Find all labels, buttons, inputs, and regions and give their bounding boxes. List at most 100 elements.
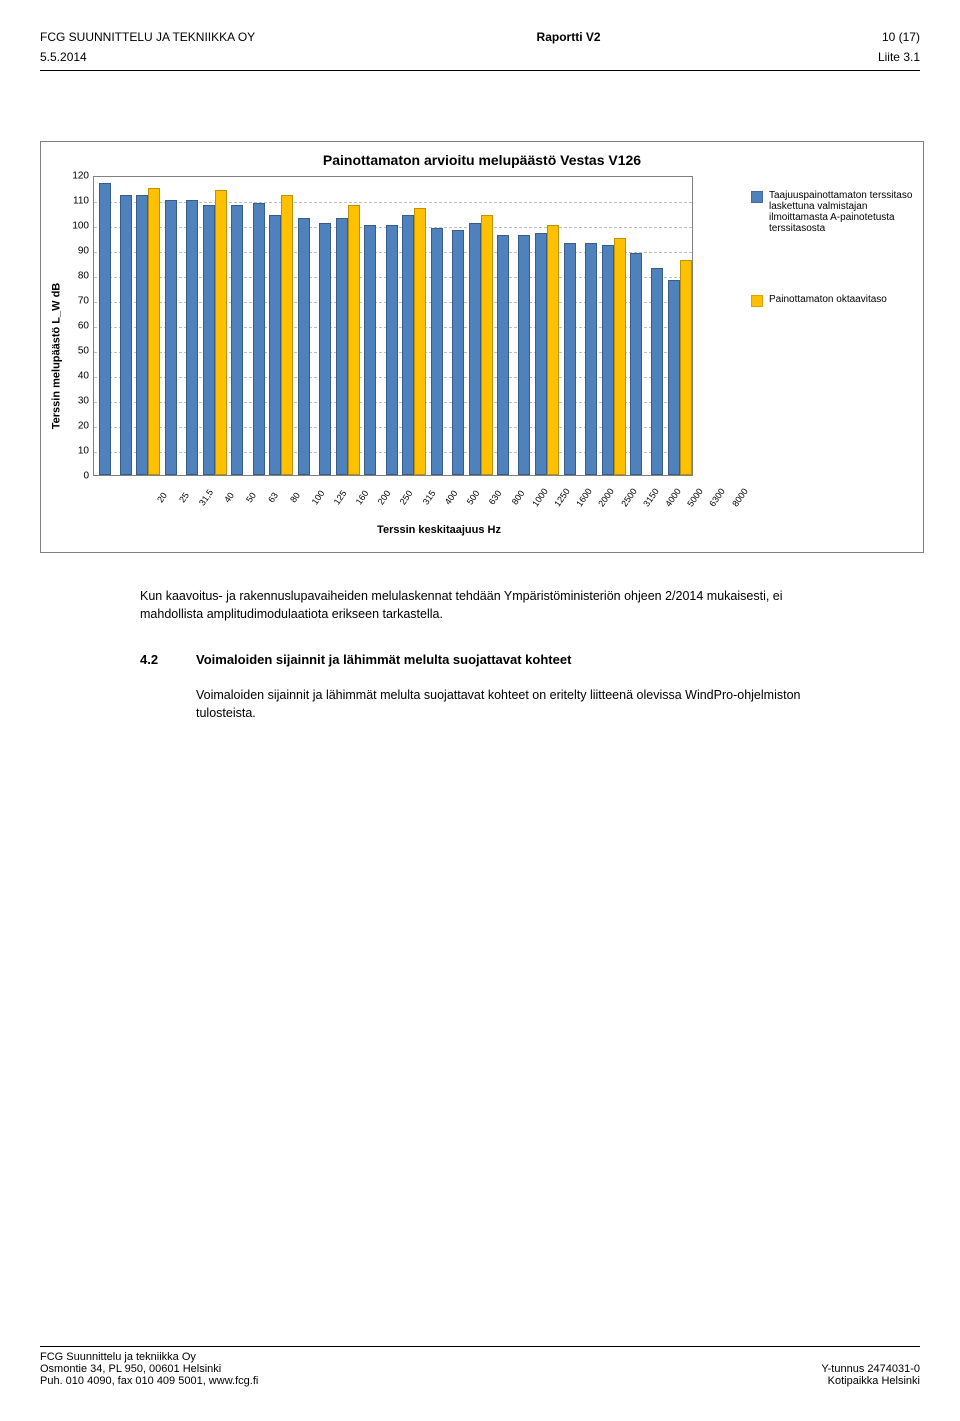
bar-blue	[651, 268, 663, 476]
bar-blue	[136, 195, 148, 475]
y-axis-label: Terssin melupäästö L_W dB	[50, 283, 62, 430]
bar-group	[668, 260, 692, 475]
y-tick: 10	[78, 446, 89, 457]
bar-group	[227, 205, 248, 475]
bar-group	[293, 218, 314, 476]
bar-group	[182, 200, 203, 475]
footer-r2: Kotipaikka Helsinki	[821, 1375, 920, 1387]
bar-group	[136, 188, 160, 476]
section-heading: 4.2 Voimaloiden sijainnit ja lähimmät me…	[140, 651, 840, 670]
y-tick: 80	[78, 271, 89, 282]
bar-group	[469, 215, 493, 475]
bar-blue	[386, 225, 398, 475]
bar-blue	[535, 233, 547, 476]
bar-blue	[231, 205, 243, 475]
bar-yellow	[148, 188, 160, 476]
bar-yellow	[680, 260, 692, 475]
bar-blue	[364, 225, 376, 475]
y-axis-ticks: 0102030405060708090100110120	[65, 176, 93, 476]
bar-blue	[431, 228, 443, 476]
bar-group	[381, 225, 402, 475]
bar-blue	[518, 235, 530, 475]
page-subheader: 5.5.2014 Liite 3.1	[40, 50, 920, 64]
header-date: 5.5.2014	[40, 50, 87, 64]
x-axis-ticks: 202531,540506380100125160200250315400500…	[139, 476, 739, 496]
y-tick: 90	[78, 246, 89, 257]
legend-swatch-yellow	[751, 295, 763, 307]
bar-yellow	[414, 208, 426, 476]
para-2: Voimaloiden sijainnit ja lähimmät melult…	[196, 686, 840, 722]
header-left: FCG SUUNNITTELU JA TEKNIIKKA OY	[40, 30, 255, 44]
legend-swatch-blue	[751, 191, 763, 203]
bar-blue	[99, 183, 111, 476]
bar-blue	[469, 223, 481, 476]
bar-blue	[668, 280, 680, 475]
bar-blue	[402, 215, 414, 475]
y-tick: 20	[78, 421, 89, 432]
footer-l2: Osmontie 34, PL 950, 00601 Helsinki	[40, 1363, 258, 1375]
bar-yellow	[547, 225, 559, 475]
legend-item-1: Taajuuspainottamaton terssitaso laskettu…	[751, 190, 915, 234]
bar-group	[535, 225, 559, 475]
bar-blue	[602, 245, 614, 475]
bar-yellow	[281, 195, 293, 475]
bar-group	[315, 223, 336, 476]
chart-legend: Taajuuspainottamaton terssitaso laskettu…	[739, 170, 917, 546]
footer-l3: Puh. 010 4090, fax 010 409 5001, www.fcg…	[40, 1375, 258, 1387]
header-mid: Raportti V2	[537, 30, 601, 44]
legend-label-1: Taajuuspainottamaton terssitaso laskettu…	[769, 190, 915, 234]
footer-rule	[40, 1346, 920, 1347]
chart-plot	[93, 176, 693, 476]
bar-group	[626, 253, 647, 476]
y-tick: 40	[78, 371, 89, 382]
bar-blue	[564, 243, 576, 476]
bar-blue	[186, 200, 198, 475]
bar-group	[447, 230, 468, 475]
bar-group	[402, 208, 426, 476]
bar-blue	[452, 230, 464, 475]
bar-blue	[336, 218, 348, 476]
bar-blue	[497, 235, 509, 475]
header-liite: Liite 3.1	[878, 50, 920, 64]
section-title: Voimaloiden sijainnit ja lähimmät melult…	[196, 651, 571, 670]
page-header: FCG SUUNNITTELU JA TEKNIIKKA OY Raportti…	[40, 30, 920, 44]
bar-group	[360, 225, 381, 475]
header-rule	[40, 70, 920, 71]
bar-yellow	[348, 205, 360, 475]
y-tick: 60	[78, 321, 89, 332]
bar-blue	[253, 203, 265, 476]
bar-group	[559, 243, 580, 476]
bar-blue	[203, 205, 215, 475]
bar-yellow	[481, 215, 493, 475]
bar-group	[336, 205, 360, 475]
bar-yellow	[215, 190, 227, 475]
y-tick: 70	[78, 296, 89, 307]
bar-blue	[298, 218, 310, 476]
bar-group	[115, 195, 136, 475]
bar-blue	[120, 195, 132, 475]
bar-group	[203, 190, 227, 475]
y-tick: 120	[72, 171, 89, 182]
bar-yellow	[614, 238, 626, 476]
y-tick: 0	[83, 471, 89, 482]
legend-item-2: Painottamaton oktaavitaso	[751, 294, 915, 307]
footer-l1: FCG Suunnittelu ja tekniikka Oy	[40, 1351, 258, 1363]
legend-label-2: Painottamaton oktaavitaso	[769, 294, 887, 307]
y-tick: 30	[78, 396, 89, 407]
bar-blue	[630, 253, 642, 476]
chart-title: Painottamaton arvioitu melupäästö Vestas…	[323, 152, 641, 168]
y-tick: 50	[78, 346, 89, 357]
section-number: 4.2	[140, 651, 180, 670]
para-1: Kun kaavoitus- ja rakennuslupavaiheiden …	[140, 587, 840, 623]
page-footer: FCG Suunnittelu ja tekniikka Oy Osmontie…	[40, 1346, 920, 1387]
bar-group	[248, 203, 269, 476]
body-text: Kun kaavoitus- ja rakennuslupavaiheiden …	[140, 587, 840, 722]
bar-blue	[165, 200, 177, 475]
x-axis-label: Terssin keskitaajuus Hz	[139, 524, 739, 536]
bar-group	[269, 195, 293, 475]
header-right: 10 (17)	[882, 30, 920, 44]
bar-group	[94, 183, 115, 476]
chart-container: Painottamaton arvioitu melupäästö Vestas…	[40, 141, 924, 553]
bar-blue	[269, 215, 281, 475]
bar-group	[580, 243, 601, 476]
